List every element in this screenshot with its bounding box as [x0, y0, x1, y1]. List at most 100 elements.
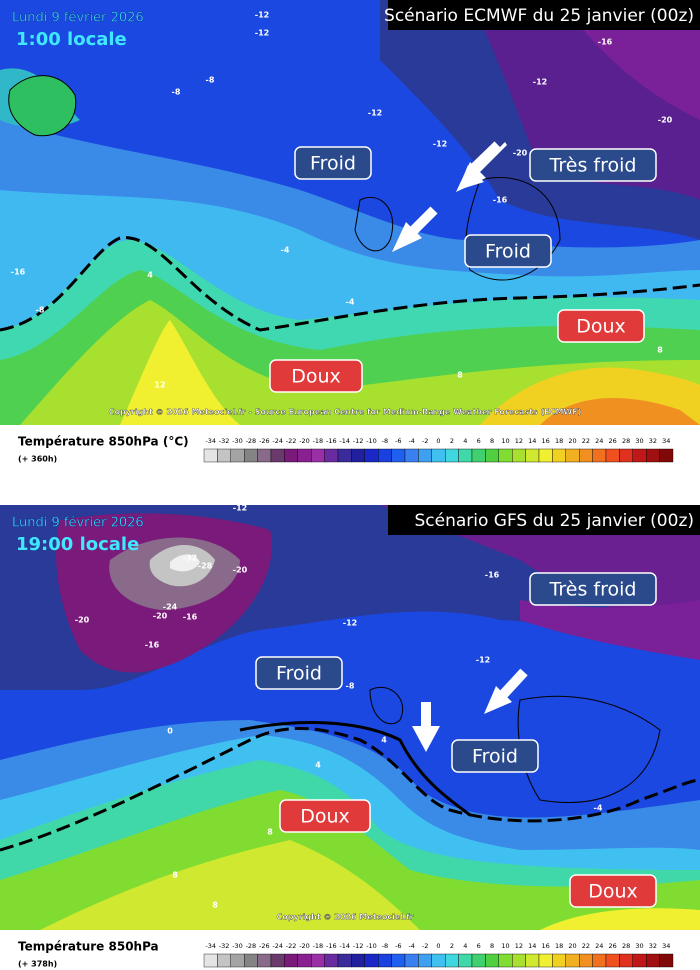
scale-tick: 18: [555, 942, 563, 950]
isotherm-label: -16: [485, 571, 500, 580]
isotherm-label: -4: [346, 298, 355, 307]
label-box: [279, 799, 371, 833]
scale-tick: -14: [339, 437, 350, 445]
scale-swatch: [445, 448, 459, 463]
scale-swatch: [364, 448, 379, 463]
scale-tick: -26: [259, 437, 270, 445]
scale-tick: 24: [595, 942, 603, 950]
scale-swatch: [619, 448, 634, 463]
scale-tick: -30: [232, 942, 243, 950]
scale-swatch: [270, 953, 285, 968]
scale-swatch: [203, 953, 218, 968]
scale-swatch: [525, 448, 540, 463]
isotherm-label: 4: [147, 271, 153, 280]
scale-tick: -6: [395, 437, 401, 445]
scale-tick: -4: [408, 942, 414, 950]
isotherm-label: -16: [11, 268, 26, 277]
scale-swatch: [284, 448, 298, 463]
scale-tick: -12: [353, 942, 364, 950]
region-label: Froid: [310, 153, 356, 175]
region-label: Froid: [276, 663, 322, 685]
scale-swatch: [445, 953, 459, 968]
map-ecmwf: [0, 0, 700, 425]
isotherm-label: 8: [172, 871, 178, 880]
scale-swatch: [579, 448, 593, 463]
scale-swatch: [203, 448, 218, 463]
isotherm-label: -12: [533, 78, 547, 87]
scale-tick: -20: [299, 942, 310, 950]
label-box: [269, 359, 363, 393]
scale-tick: 24: [595, 437, 603, 445]
scale-swatch: [257, 953, 272, 968]
overlay: -12-12-16-12-12-12-20-16-20-8-8-4-16-84-…: [11, 0, 700, 969]
scale-swatch: [538, 953, 553, 968]
scale-swatch: [243, 953, 258, 968]
isotherm-label: -8: [36, 306, 45, 315]
scale-tick: -34: [205, 437, 216, 445]
scale-tick: -32: [219, 942, 230, 950]
scale-tick: 28: [622, 437, 630, 445]
isotherm-label: -20: [153, 612, 168, 621]
scale-tick: -28: [246, 942, 257, 950]
scale-tick: 2: [450, 437, 454, 445]
date: Lundi 9 février 2026: [12, 516, 144, 531]
isotherm-label: 4: [381, 736, 387, 745]
isotherm-label: -8: [346, 682, 355, 691]
label-box: [255, 656, 343, 690]
scale-swatch: [498, 953, 513, 968]
date: Lundi 9 février 2026: [12, 11, 144, 26]
scale-swatch: [619, 953, 634, 968]
scale-tick: -22: [286, 942, 297, 950]
scale-swatch: [565, 953, 580, 968]
scale-swatch: [418, 448, 432, 463]
scale-tick: 14: [528, 437, 536, 445]
scale-swatch: [311, 448, 325, 463]
label-box: [451, 739, 539, 773]
scale-tick: 16: [542, 437, 550, 445]
scale-tick: -14: [339, 942, 350, 950]
panel-title: Scénario GFS du 25 janvier (00z): [414, 511, 694, 531]
scale-swatch: [391, 953, 406, 968]
scale-swatch: [632, 448, 647, 463]
scale-tick: 0: [436, 437, 440, 445]
isotherm-label: -8: [172, 88, 181, 97]
scale-swatch: [404, 953, 419, 968]
scale-tick: 14: [528, 942, 536, 950]
scale-tick: 30: [635, 437, 643, 445]
scale-swatch: [458, 953, 473, 968]
scale-swatch: [230, 953, 245, 968]
scale-swatch: [337, 448, 352, 463]
scale-swatch: [646, 953, 660, 968]
scale-tick: -2: [422, 437, 428, 445]
scale-tick: 22: [582, 437, 590, 445]
scale-tick: 4: [463, 942, 467, 950]
scale-swatch: [471, 448, 486, 463]
scale-swatch: [552, 448, 567, 463]
legend-lead: (+ 360h): [18, 455, 57, 464]
legend-lead: (+ 378h): [18, 960, 57, 969]
scale-swatch: [243, 448, 258, 463]
scale-tick: -10: [366, 437, 377, 445]
panel-title: Scénario ECMWF du 25 janvier (00z): [384, 6, 694, 26]
region-label: Très froid: [549, 155, 637, 177]
scale-swatch: [284, 953, 298, 968]
scale-swatch: [659, 448, 674, 463]
scale-swatch: [485, 448, 499, 463]
legend-title: Température 850hPa (°C): [18, 435, 189, 449]
scale-swatch: [632, 953, 647, 968]
scale-swatch: [538, 448, 553, 463]
scale-tick: -28: [246, 437, 257, 445]
region-label: Très froid: [549, 579, 637, 601]
region-label: Doux: [576, 316, 626, 338]
scale-tick: -32: [219, 437, 230, 445]
scale-swatch: [404, 448, 419, 463]
isotherm-label: -12: [343, 619, 357, 628]
copyright: Copyright © 2026 Meteociel.fr: [276, 913, 413, 922]
scale-swatch: [605, 448, 620, 463]
scale-swatch: [391, 448, 406, 463]
local-time: 19:00 locale: [16, 534, 139, 555]
scale-swatch: [351, 448, 365, 463]
scale-tick: 26: [609, 437, 617, 445]
scale-swatch: [552, 953, 567, 968]
